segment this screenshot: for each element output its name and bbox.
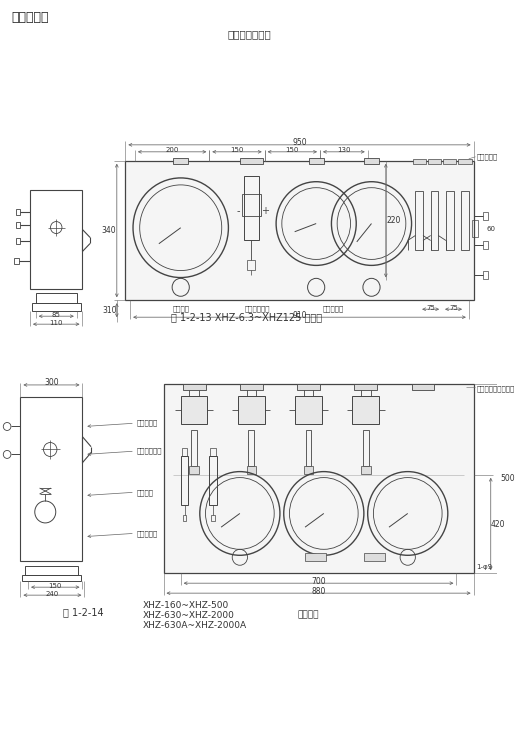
Text: 型仪表盘: 型仪表盘 <box>297 610 319 620</box>
Bar <box>483 271 488 279</box>
Text: 信号线出口: 信号线出口 <box>476 153 498 160</box>
Bar <box>191 430 197 466</box>
Bar <box>363 430 369 466</box>
Text: 75: 75 <box>426 304 435 311</box>
Bar <box>308 158 324 164</box>
Text: 85: 85 <box>52 312 61 318</box>
Text: 220: 220 <box>386 216 400 225</box>
Text: 压力仪表讯号线出口: 压力仪表讯号线出口 <box>476 385 515 392</box>
Bar <box>173 158 188 164</box>
Bar <box>458 158 472 164</box>
Bar <box>443 158 457 164</box>
Bar <box>240 384 263 390</box>
Bar <box>304 466 314 474</box>
Bar <box>415 191 423 251</box>
Bar <box>306 430 311 466</box>
Text: 910: 910 <box>292 311 307 320</box>
Bar <box>242 194 261 216</box>
Text: XHZ-630~XHZ-2000: XHZ-630~XHZ-2000 <box>142 610 235 620</box>
Bar <box>210 455 217 506</box>
Bar <box>483 212 488 220</box>
Bar <box>431 191 438 251</box>
Text: 75: 75 <box>449 304 458 311</box>
Bar <box>483 242 488 249</box>
Text: 700: 700 <box>311 577 326 586</box>
Text: 图 1-2-13 XHZ-6.3~XHZ125 仪表盘: 图 1-2-13 XHZ-6.3~XHZ125 仪表盘 <box>171 312 322 322</box>
Text: 接油泵出口: 接油泵出口 <box>323 305 344 312</box>
Text: XHZ-630A~XHZ-2000A: XHZ-630A~XHZ-2000A <box>142 621 246 629</box>
Bar <box>240 158 263 164</box>
Bar <box>238 396 265 424</box>
Bar <box>244 175 259 240</box>
Bar <box>32 303 81 311</box>
Bar <box>16 239 20 245</box>
Text: 60: 60 <box>487 226 496 231</box>
Text: 110: 110 <box>49 320 63 326</box>
Bar <box>428 158 441 164</box>
Bar <box>20 397 83 562</box>
Bar <box>30 189 83 290</box>
Text: 接油泵出口: 接油泵出口 <box>137 530 158 537</box>
Bar <box>446 191 453 251</box>
Bar <box>248 260 255 270</box>
Text: 300: 300 <box>44 378 59 388</box>
Bar <box>16 222 20 228</box>
Bar <box>164 384 474 573</box>
Text: 150: 150 <box>230 147 244 153</box>
Bar <box>181 455 188 506</box>
Bar <box>210 447 216 455</box>
Text: 420: 420 <box>491 520 505 528</box>
Text: 950: 950 <box>292 139 307 147</box>
Text: 1-φ9: 1-φ9 <box>476 565 492 570</box>
Bar <box>16 209 20 214</box>
Text: 880: 880 <box>311 587 326 596</box>
Bar <box>472 220 478 237</box>
Bar <box>354 384 377 390</box>
Bar <box>14 259 19 265</box>
Bar <box>411 384 434 390</box>
Text: 200: 200 <box>165 147 179 153</box>
Bar <box>25 566 77 575</box>
Text: 310: 310 <box>102 306 116 315</box>
Text: 接出油口: 接出油口 <box>172 305 189 312</box>
Text: 150: 150 <box>48 583 62 589</box>
Text: 240: 240 <box>46 590 59 597</box>
Bar <box>461 191 469 251</box>
Text: +: + <box>261 206 269 216</box>
Bar <box>295 396 322 424</box>
Text: 接过滤器品口: 接过滤器品口 <box>244 305 270 312</box>
Bar <box>181 447 187 455</box>
Bar <box>412 158 426 164</box>
Bar <box>125 161 474 300</box>
Bar <box>183 515 187 521</box>
Bar <box>249 430 254 466</box>
Bar <box>22 575 81 581</box>
Text: 接系统出口: 接系统出口 <box>137 420 158 427</box>
Bar <box>183 384 205 390</box>
Bar <box>364 158 379 164</box>
Text: 图 1-2-14: 图 1-2-14 <box>63 607 104 617</box>
Text: XHZ-160~XHZ-500: XHZ-160~XHZ-500 <box>142 601 229 609</box>
Bar <box>189 466 199 474</box>
Text: 340: 340 <box>102 226 116 235</box>
Text: 150: 150 <box>285 147 299 153</box>
Text: 八、仪表盘: 八、仪表盘 <box>11 11 48 24</box>
Bar <box>36 293 77 303</box>
Text: 接过滤器出口: 接过滤器出口 <box>137 448 162 455</box>
Bar <box>211 515 215 521</box>
Text: 仪表盘外形尺寸: 仪表盘外形尺寸 <box>228 29 271 39</box>
Bar <box>181 396 207 424</box>
Bar <box>297 384 320 390</box>
Text: 130: 130 <box>337 147 350 153</box>
Bar <box>364 553 385 562</box>
Bar <box>353 396 379 424</box>
Bar <box>361 466 371 474</box>
Text: 500: 500 <box>501 474 515 483</box>
Bar <box>246 466 256 474</box>
Text: -: - <box>236 206 240 216</box>
Bar <box>305 553 326 562</box>
Text: 温控出口: 温控出口 <box>137 489 154 495</box>
